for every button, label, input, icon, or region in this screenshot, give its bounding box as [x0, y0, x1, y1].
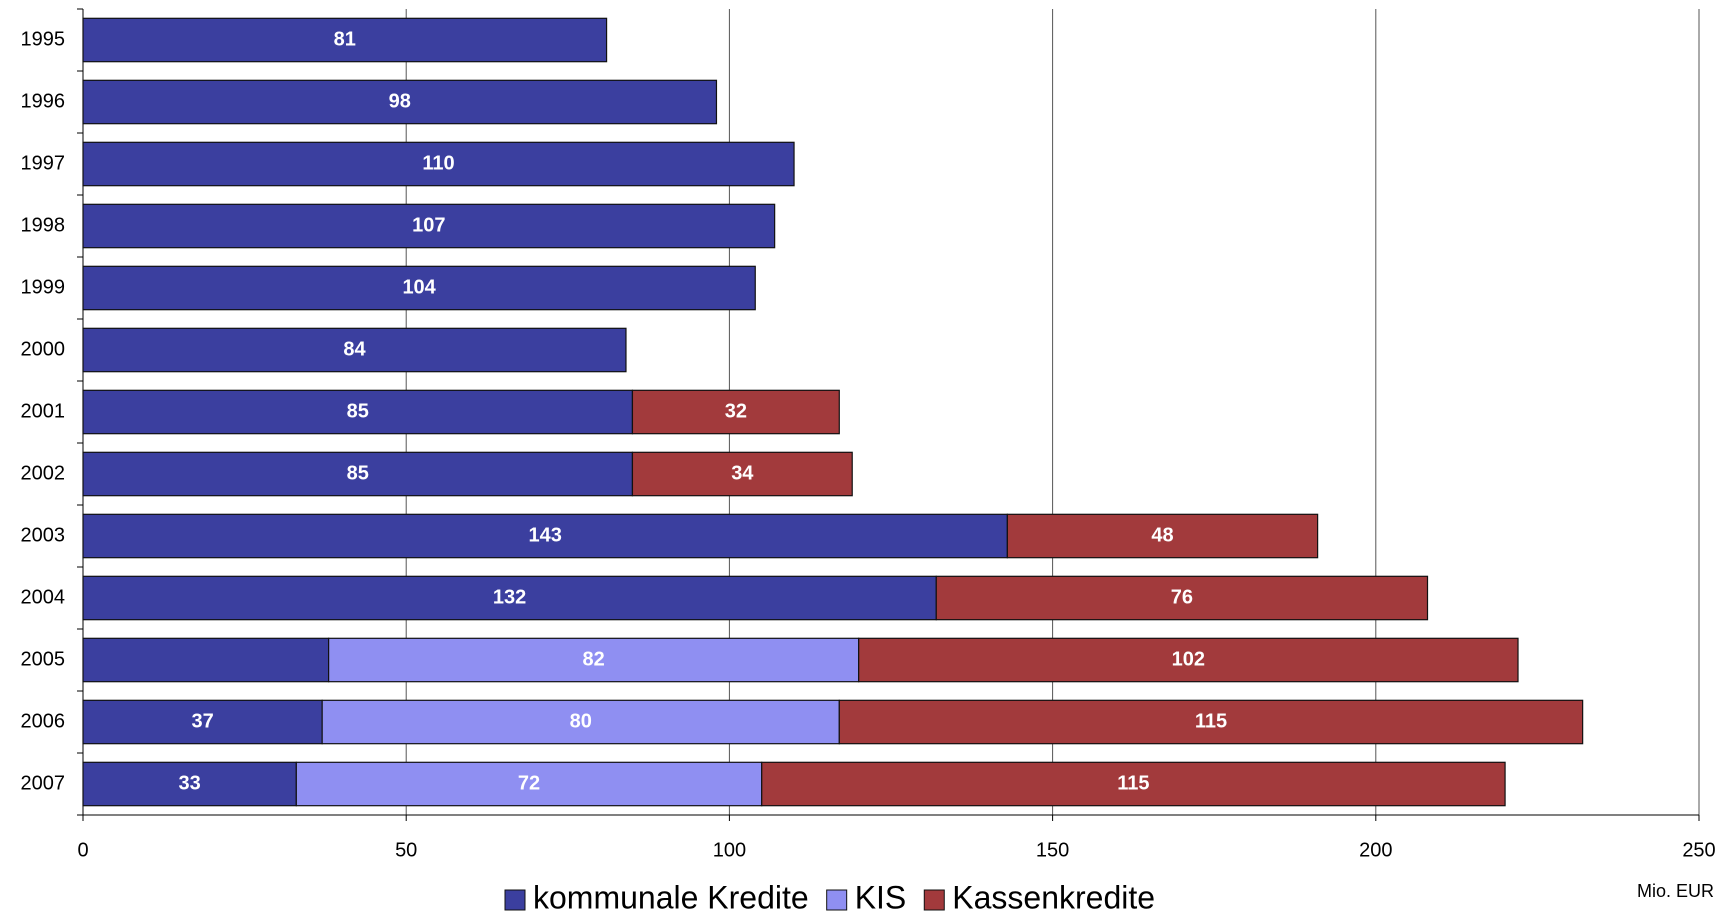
bar-segment: [1006, 513, 1319, 559]
bar-segment: [631, 389, 840, 435]
x-tick-label: 150: [1036, 839, 1069, 861]
bar-segment: [82, 513, 1008, 559]
value-label: 81: [334, 28, 356, 50]
bar-segment: [82, 389, 634, 435]
value-label: 84: [343, 338, 366, 360]
y-tick-label: 2000: [21, 338, 66, 360]
value-label: 32: [725, 400, 747, 422]
legend-label: KIS: [855, 879, 907, 915]
value-label: 85: [347, 462, 369, 484]
value-label: 115: [1117, 772, 1149, 794]
value-label: 33: [179, 772, 201, 794]
bar-segment: [328, 637, 860, 683]
y-tick-label: 1995: [21, 28, 66, 50]
value-label: 98: [389, 90, 411, 112]
bar-segment: [295, 761, 763, 807]
x-tick-label: 50: [395, 839, 417, 861]
y-tick-label: 2003: [21, 524, 66, 546]
bar-segment: [82, 17, 608, 63]
x-tick-label: 200: [1359, 839, 1392, 861]
bar-segment: [82, 203, 776, 249]
y-tick-label: 2001: [21, 400, 66, 422]
bar-segment: [82, 265, 756, 311]
legend-label: Kassenkredite: [952, 879, 1155, 915]
value-label: 85: [347, 400, 369, 422]
y-tick-label: 1999: [21, 276, 66, 298]
value-label: 143: [528, 524, 561, 546]
bar-segment: [321, 699, 840, 745]
x-tick-label: 100: [713, 839, 746, 861]
legend-swatch: [504, 889, 526, 911]
value-label: 76: [1171, 586, 1193, 608]
y-tick-label: 2002: [21, 462, 66, 484]
value-label: 102: [1172, 648, 1205, 670]
value-label: 48: [1151, 524, 1173, 546]
value-label: 37: [191, 710, 213, 732]
bar-segment: [82, 637, 330, 683]
y-tick-label: 1997: [21, 152, 66, 174]
x-tick-label: 0: [77, 839, 88, 861]
y-tick-label: 2007: [21, 772, 66, 794]
bar-segment: [838, 699, 1584, 745]
y-tick-label: 2004: [21, 586, 66, 608]
y-tick-label: 2006: [21, 710, 66, 732]
value-label: 107: [412, 214, 445, 236]
bar-segment: [82, 451, 634, 497]
value-label: 34: [731, 462, 754, 484]
bar-segment: [82, 761, 297, 807]
value-label: 115: [1195, 710, 1227, 732]
y-tick-label: 1996: [21, 90, 66, 112]
value-label: 72: [518, 772, 540, 794]
legend-swatch: [826, 889, 848, 911]
bar-segment: [82, 699, 323, 745]
value-label: 132: [493, 586, 526, 608]
legend-swatch: [923, 889, 945, 911]
value-label: 110: [422, 152, 454, 174]
bar-segment: [82, 141, 795, 187]
y-tick-label: 2005: [21, 648, 66, 670]
x-tick-label: 250: [1682, 839, 1715, 861]
y-tick-label: 1998: [21, 214, 66, 236]
bar-segment: [761, 761, 1506, 807]
bar-segment: [82, 327, 627, 373]
bar-segment: [631, 451, 853, 497]
legend-label: kommunale Kredite: [533, 879, 809, 915]
value-label: 82: [583, 648, 605, 670]
bar-segment: [935, 575, 1429, 621]
value-label: 80: [570, 710, 592, 732]
bar-segment: [82, 79, 718, 125]
x-axis-label: Mio. EUR: [1637, 881, 1714, 901]
value-label: 104: [402, 276, 436, 298]
bar-segment: [858, 637, 1519, 683]
